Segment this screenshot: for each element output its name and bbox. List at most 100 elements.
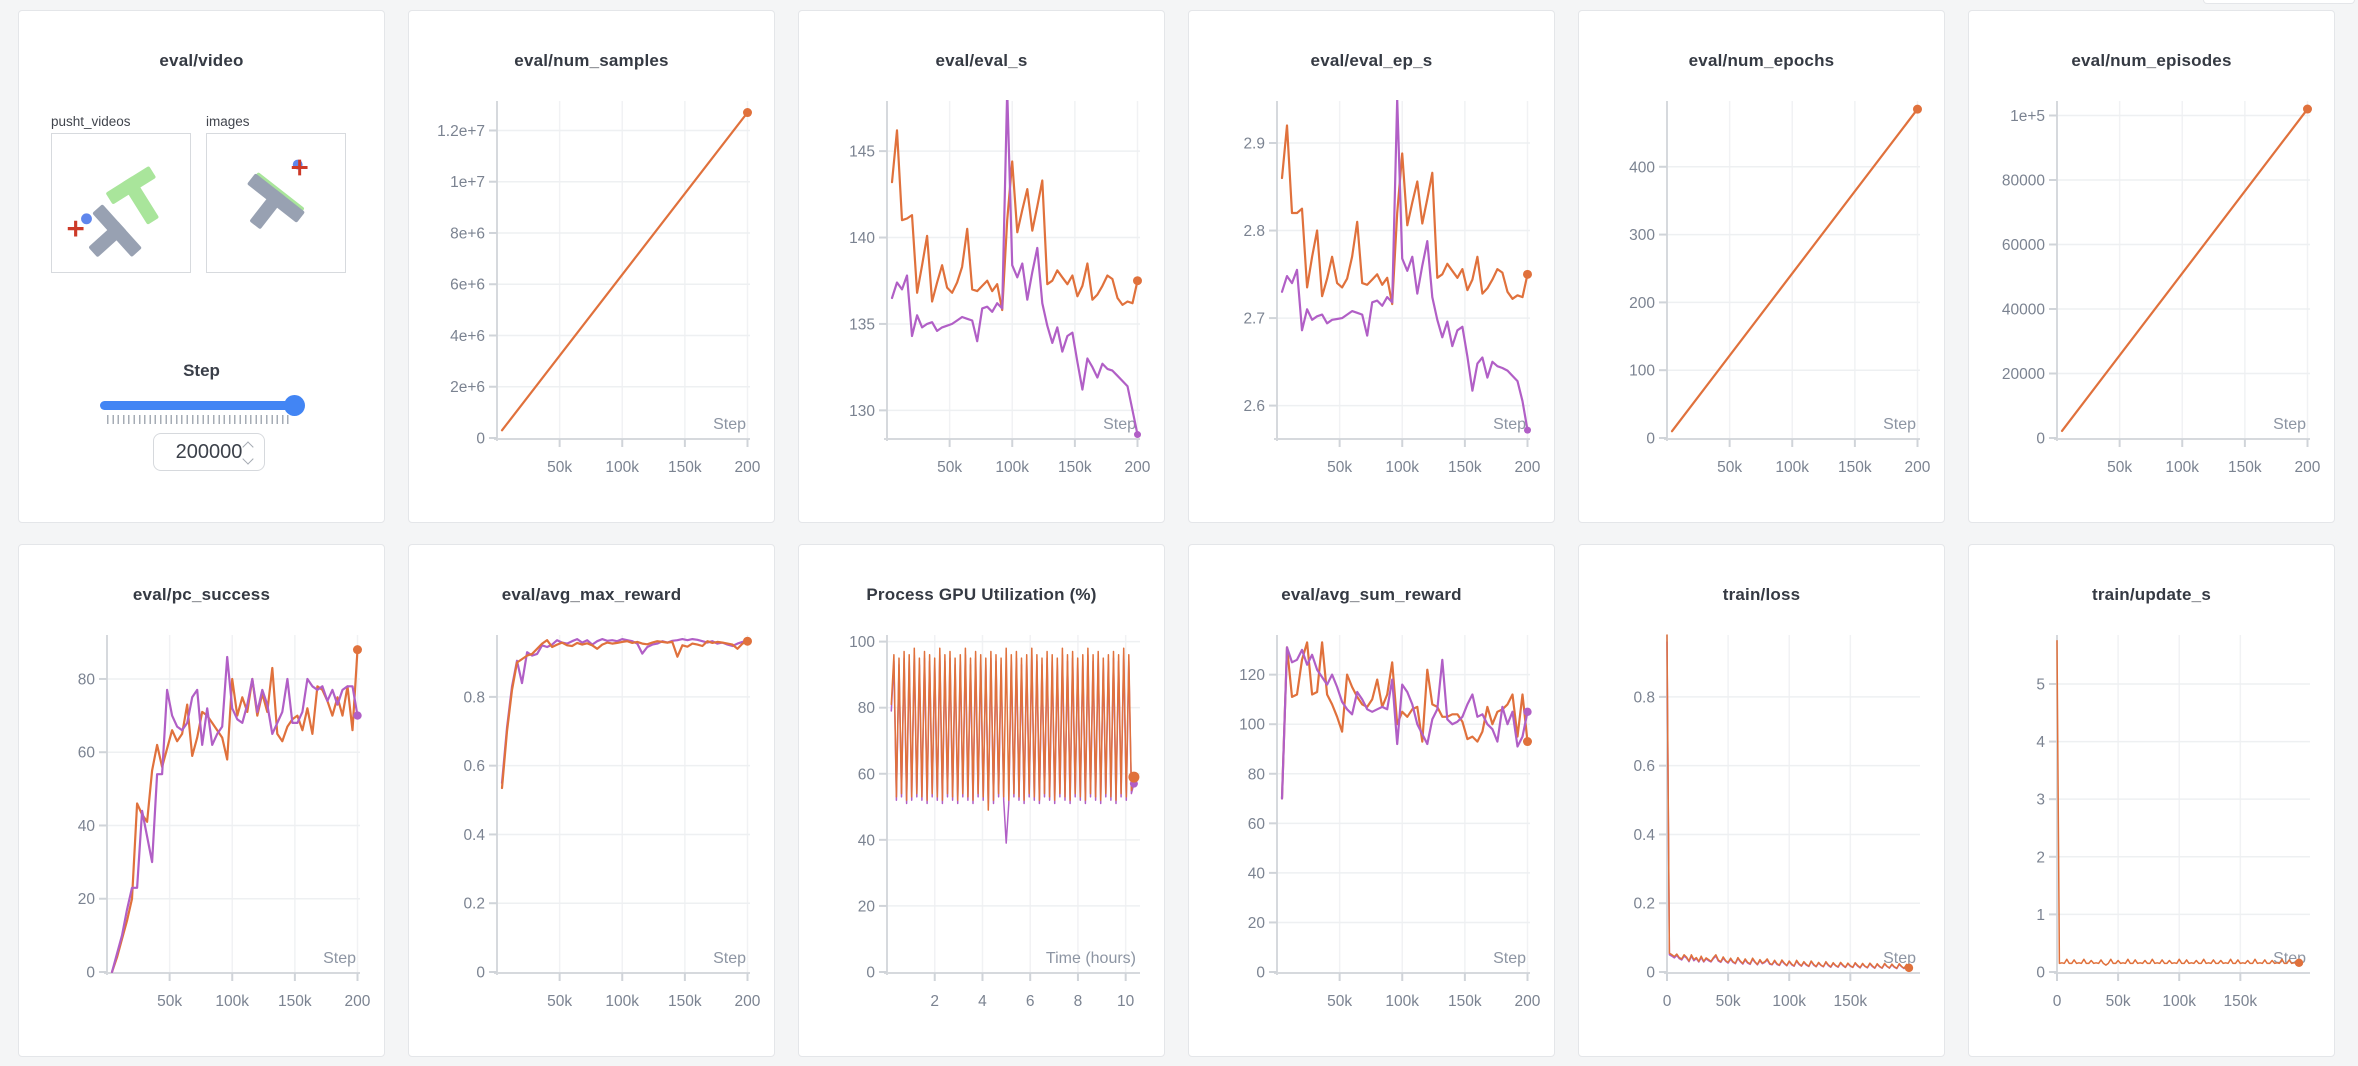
y-tick-label: 0.8 — [1633, 689, 1655, 706]
stepper-up-icon[interactable] — [242, 441, 254, 453]
x-tick-label: 100k — [1385, 993, 1419, 1010]
x-tick-label: 200 — [1905, 459, 1931, 476]
y-tick-label: 2.9 — [1243, 136, 1265, 153]
y-tick-label: 40 — [1248, 865, 1266, 882]
x-tick-label: 200 — [735, 459, 761, 476]
chart-title: eval/num_episodes — [2071, 51, 2232, 70]
y-tick-label: 100 — [849, 634, 875, 651]
x-tick-label: 8 — [1074, 993, 1083, 1010]
y-tick-label: 0 — [1256, 965, 1265, 982]
chart-title: eval/avg_sum_reward — [1281, 585, 1462, 604]
panel-train-loss: train/loss 0 0.2 0.4 0.6 0.8 0 50k 100k 150k Step — [1578, 544, 1945, 1057]
panel-eval-num-epochs: eval/num_epochs 0 100 200 300 400 50k 100k 150k… — [1578, 10, 1945, 523]
x-tick-label: 100k — [2165, 459, 2199, 476]
end-point-dot-purple — [1523, 426, 1531, 434]
y-tick-label: 0 — [1646, 431, 1655, 448]
end-point-dot-orange — [1132, 276, 1142, 286]
chart-plot[interactable]: 0 0.2 0.4 0.6 0.8 0 50k 100k 150k Step — [1579, 623, 1944, 1058]
y-tick-label: 60000 — [2002, 237, 2045, 254]
end-point-dot-orange — [2302, 104, 2312, 114]
chart-title: Process GPU Utilization (%) — [866, 585, 1097, 604]
y-tick-label: 2.6 — [1243, 398, 1265, 415]
step-value-input[interactable] — [171, 439, 247, 465]
y-tick-label: 0 — [2036, 431, 2045, 448]
step-slider-track[interactable] — [100, 401, 296, 410]
chart-plot[interactable]: 0 20 40 60 80 100 2 4 6 8 10 Time (hours) — [799, 623, 1164, 1058]
panel-eval-eval-s: eval/eval_s 130 135 140 145 50k 100k 150k 200 St… — [798, 10, 1165, 523]
y-tick-label: 80 — [78, 671, 96, 688]
chart-plot[interactable]: 0 100 200 300 400 50k 100k 150k 200 Step — [1579, 89, 1944, 524]
chart-title: train/update_s — [2092, 585, 2211, 604]
series-line-orange — [1666, 634, 1910, 969]
y-tick-label: 0.4 — [463, 827, 485, 844]
chart-plot[interactable]: 0 20000 40000 60000 80000 1e+5 50k 100k 150k 200 S… — [1969, 89, 2334, 524]
x-axis-title: Time (hours) — [1046, 950, 1136, 967]
x-tick-label: 50k — [1327, 459, 1352, 476]
x-axis-title: Step — [1493, 950, 1526, 967]
y-tick-label: 0.6 — [463, 758, 485, 775]
x-tick-label: 100k — [605, 993, 639, 1010]
end-point-dot-orange — [1904, 963, 1914, 973]
y-tick-label: 300 — [1629, 227, 1655, 244]
chart-plot[interactable]: 0 20 40 60 80 100 120 50k 100k 150k 200 Step — [1189, 623, 1554, 1058]
x-tick-label: 50k — [2107, 459, 2132, 476]
y-tick-label: 5 — [2036, 676, 2045, 693]
x-tick-label: 0 — [1663, 993, 1672, 1010]
x-tick-label: 50k — [937, 459, 962, 476]
chart-title: eval/num_epochs — [1688, 51, 1835, 70]
chart-plot[interactable]: 0 0.2 0.4 0.6 0.8 50k 100k 150k 200 Step — [409, 623, 774, 1058]
chart-plot[interactable]: 2.6 2.7 2.8 2.9 50k 100k 150k 200 Step — [1189, 89, 1554, 524]
x-axis-title: Step — [2273, 416, 2306, 433]
chart-title: train/loss — [1722, 585, 1801, 604]
pusht-video-thumbnail[interactable] — [51, 133, 191, 273]
end-point-dot-orange — [1522, 269, 1532, 279]
y-tick-label: 0.2 — [463, 896, 485, 913]
scrolled-panel-edge — [2203, 0, 2355, 4]
x-tick-label: 200 — [1515, 993, 1541, 1010]
y-tick-label: 0 — [2036, 965, 2045, 982]
y-tick-label: 20 — [1248, 915, 1266, 932]
chart-plot[interactable]: 130 135 140 145 50k 100k 150k 200 Step — [799, 89, 1164, 524]
x-axis-title: Step — [1103, 416, 1136, 433]
stepper-down-icon[interactable] — [242, 453, 254, 465]
step-slider-label: Step — [183, 361, 220, 380]
pusht-scene-image — [67, 166, 159, 257]
x-tick-label: 100k — [2162, 993, 2196, 1010]
x-tick-label: 100k — [995, 459, 1029, 476]
x-axis-title: Step — [1883, 416, 1916, 433]
x-tick-label: 150k — [668, 993, 702, 1010]
x-tick-label: 100k — [215, 993, 249, 1010]
panel-eval-video: eval/video pusht_videos images — [18, 10, 385, 523]
y-tick-label: 0 — [866, 965, 875, 982]
end-point-dot-purple — [353, 711, 362, 720]
y-tick-label: 60 — [858, 766, 876, 783]
series-line-purple — [1666, 641, 1910, 970]
stepper-arrows[interactable] — [242, 441, 254, 465]
panel-grid: eval/video pusht_videos images — [18, 10, 2335, 1057]
image-thumb-label: images — [206, 114, 250, 129]
series-line-orange — [1280, 641, 1529, 800]
x-tick-label: 50k — [1717, 459, 1742, 476]
y-tick-label: 80 — [858, 700, 876, 717]
x-tick-label: 100k — [1385, 459, 1419, 476]
series-line-purple — [110, 655, 359, 973]
x-tick-label: 100k — [605, 459, 639, 476]
y-tick-label: 20 — [78, 891, 96, 908]
x-tick-label: 0 — [2053, 993, 2062, 1010]
series-line-purple — [500, 638, 749, 784]
y-tick-label: 20000 — [2002, 366, 2045, 383]
pusht-observation-image — [247, 159, 308, 229]
step-slider-thumb[interactable] — [284, 395, 305, 416]
panel-title: eval/video — [159, 51, 244, 70]
chart-plot[interactable]: 0 20 40 60 80 50k 100k 150k 200 Step — [19, 623, 384, 1058]
y-tick-label: 1e+5 — [2010, 108, 2045, 125]
y-tick-label: 100 — [1239, 717, 1265, 734]
end-point-dot-orange — [742, 636, 752, 646]
x-tick-label: 200 — [1125, 459, 1151, 476]
y-tick-label: 0.4 — [1633, 827, 1655, 844]
chart-plot[interactable]: 0 2e+6 4e+6 6e+6 8e+6 1e+7 1.2e+7 50k 100k 150k 20… — [409, 89, 774, 524]
x-tick-label: 150k — [1838, 459, 1872, 476]
x-tick-label: 150k — [668, 459, 702, 476]
images-thumbnail[interactable] — [206, 133, 346, 273]
